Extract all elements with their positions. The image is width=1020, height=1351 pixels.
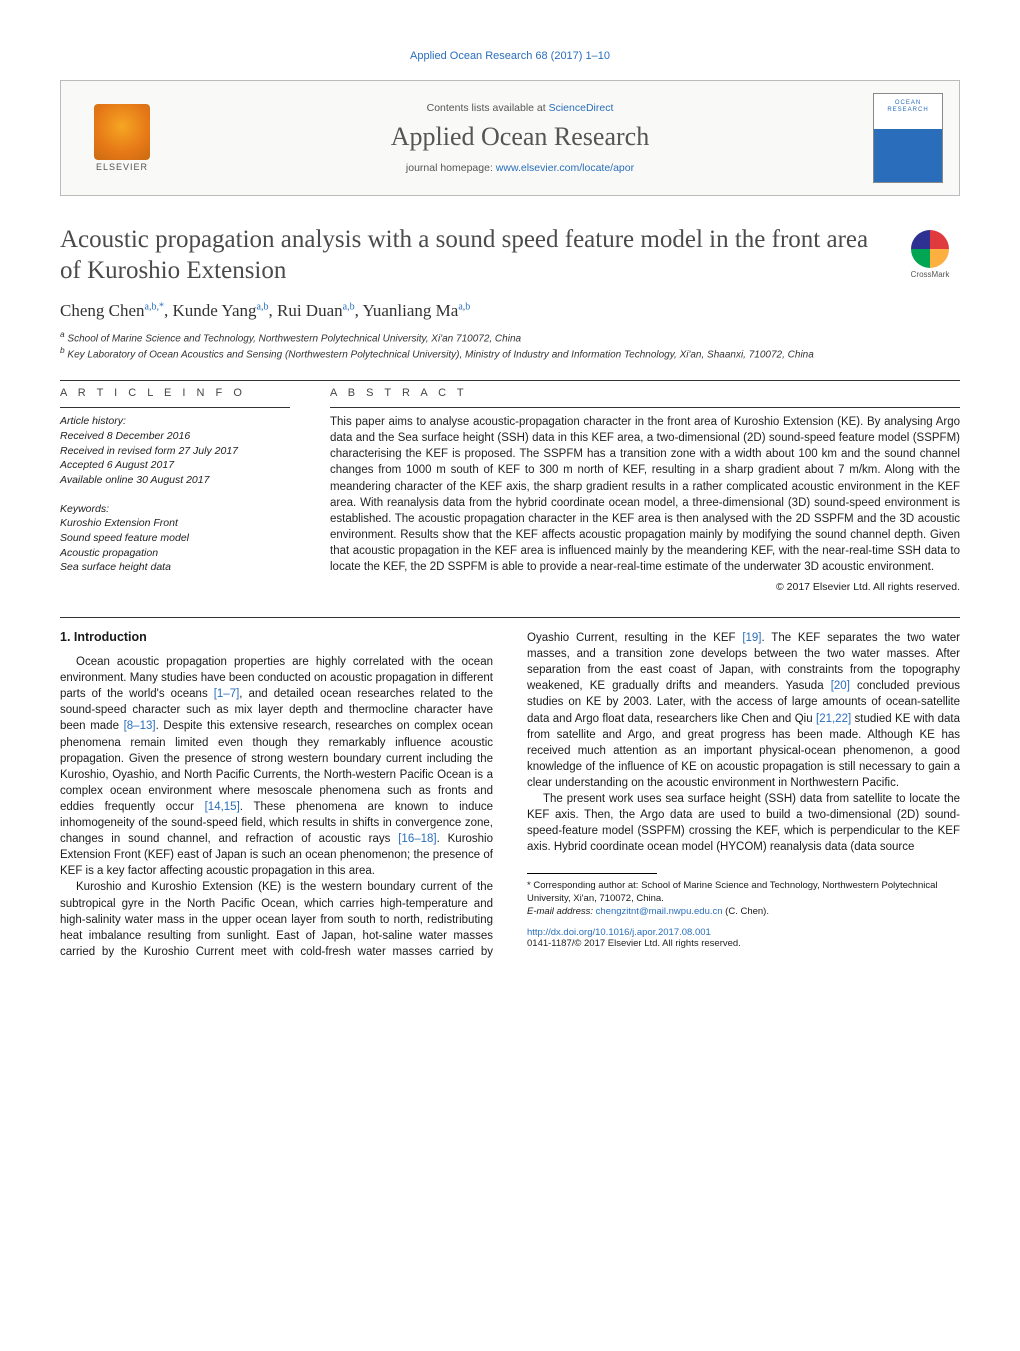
- contents-available: Contents lists available at ScienceDirec…: [185, 102, 855, 114]
- crossmark-icon: [911, 230, 949, 268]
- keywords: Keywords: Kuroshio Extension FrontSound …: [60, 502, 290, 575]
- divider: [330, 407, 960, 408]
- corresponding-author-footnote: * Corresponding author at: School of Mar…: [527, 880, 960, 906]
- divider: [60, 407, 290, 408]
- abstract-copyright: © 2017 Elsevier Ltd. All rights reserved…: [330, 581, 960, 593]
- history-line: Available online 30 August 2017: [60, 473, 290, 488]
- citation-link[interactable]: [21,22]: [816, 713, 851, 725]
- abstract-text: This paper aims to analyse acoustic-prop…: [330, 414, 960, 575]
- footnote-separator: [527, 873, 657, 874]
- article-history: Article history: Received 8 December 201…: [60, 414, 290, 487]
- cover-text: OCEAN RESEARCH: [874, 100, 942, 114]
- homepage-prefix: journal homepage:: [406, 162, 496, 174]
- keyword: Acoustic propagation: [60, 546, 290, 561]
- history-label: Article history:: [60, 414, 290, 429]
- citation-link[interactable]: [8–13]: [124, 720, 156, 732]
- issn-copyright: 0141-1187/© 2017 Elsevier Ltd. All right…: [527, 938, 741, 949]
- contents-prefix: Contents lists available at: [427, 102, 549, 114]
- history-line: Received in revised form 27 July 2017: [60, 444, 290, 459]
- abstract-heading: a b s t r a c t: [330, 387, 960, 399]
- citation-link[interactable]: [20]: [831, 680, 850, 692]
- section-heading: 1. Introduction: [60, 630, 493, 644]
- journal-cover-thumbnail: OCEAN RESEARCH: [873, 93, 943, 183]
- citation-link[interactable]: [19]: [742, 632, 761, 644]
- homepage-link[interactable]: www.elsevier.com/locate/apor: [496, 162, 634, 174]
- email-footnote: E-mail address: chengzitnt@mail.nwpu.edu…: [527, 906, 960, 919]
- body-paragraph: Ocean acoustic propagation properties ar…: [60, 654, 493, 879]
- citation-link[interactable]: [1–7]: [214, 688, 240, 700]
- article-info-heading: a r t i c l e i n f o: [60, 387, 290, 399]
- journal-issue: Applied Ocean Research 68 (2017) 1–10: [60, 50, 960, 62]
- authors: Cheng Chena,b,*, Kunde Yanga,b, Rui Duan…: [60, 301, 960, 321]
- sciencedirect-link[interactable]: ScienceDirect: [549, 102, 614, 114]
- crossmark-label: CrossMark: [911, 270, 950, 279]
- crossmark-badge[interactable]: CrossMark: [900, 224, 960, 284]
- history-line: Received 8 December 2016: [60, 429, 290, 444]
- elsevier-logo: ELSEVIER: [77, 93, 167, 183]
- affiliations: a School of Marine Science and Technolog…: [60, 329, 960, 363]
- journal-name: Applied Ocean Research: [185, 122, 855, 152]
- body-paragraph: The present work uses sea surface height…: [527, 791, 960, 855]
- email-label: E-mail address:: [527, 906, 596, 917]
- history-line: Accepted 6 August 2017: [60, 458, 290, 473]
- affiliation-line: a School of Marine Science and Technolog…: [60, 329, 960, 346]
- keywords-label: Keywords:: [60, 502, 290, 517]
- keyword: Kuroshio Extension Front: [60, 516, 290, 531]
- affiliation-line: b Key Laboratory of Ocean Acoustics and …: [60, 345, 960, 362]
- journal-homepage: journal homepage: www.elsevier.com/locat…: [185, 162, 855, 174]
- doi-link[interactable]: http://dx.doi.org/10.1016/j.apor.2017.08…: [527, 927, 711, 938]
- elsevier-text: ELSEVIER: [96, 162, 148, 172]
- journal-header-box: ELSEVIER Contents lists available at Sci…: [60, 80, 960, 196]
- citation-link[interactable]: [16–18]: [398, 833, 436, 845]
- elsevier-tree-icon: [94, 104, 150, 160]
- email-link[interactable]: chengzitnt@mail.nwpu.edu.cn: [596, 906, 723, 917]
- body-columns: 1. Introduction Ocean acoustic propagati…: [60, 630, 960, 960]
- keyword: Sound speed feature model: [60, 531, 290, 546]
- email-suffix: (C. Chen).: [723, 906, 769, 917]
- keyword: Sea surface height data: [60, 560, 290, 575]
- article-title: Acoustic propagation analysis with a sou…: [60, 224, 882, 287]
- divider: [60, 617, 960, 618]
- divider: [60, 380, 960, 381]
- citation-link[interactable]: [14,15]: [205, 801, 240, 813]
- doi-block: http://dx.doi.org/10.1016/j.apor.2017.08…: [527, 927, 960, 949]
